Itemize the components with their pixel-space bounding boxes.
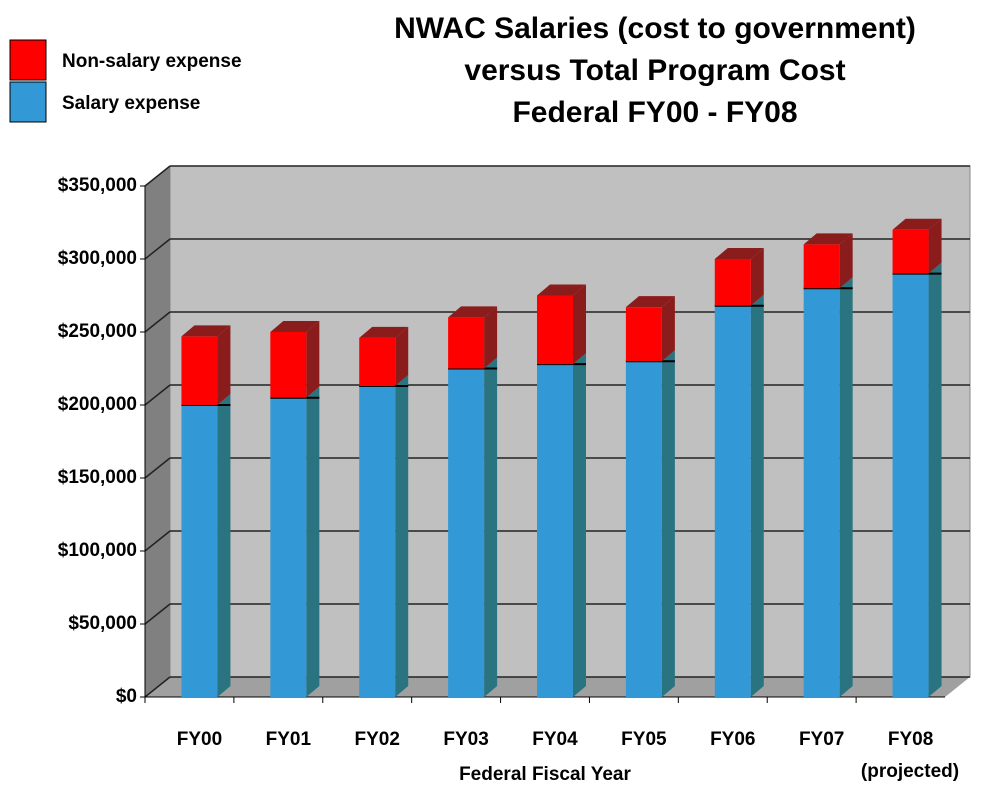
x-tick-label: FY02 [355, 729, 400, 750]
bar [270, 332, 307, 398]
bar [537, 364, 573, 697]
y-tick-label: $200,000 [58, 394, 137, 415]
bar-top [714, 248, 764, 259]
bar-top [803, 233, 853, 245]
bar-side [928, 262, 942, 697]
chart-title: versus Total Program Cost [464, 54, 845, 87]
bar-top [359, 326, 409, 338]
bar [892, 229, 929, 274]
x-tick-label: FY05 [621, 729, 667, 750]
y-tick-label: $50,000 [68, 613, 137, 634]
bar-side [395, 375, 409, 697]
bar-side [306, 386, 320, 697]
bar-side [217, 394, 231, 697]
bar-side [750, 248, 764, 306]
bar-side [217, 325, 231, 405]
grid-line-side [144, 457, 171, 479]
bar-side [573, 284, 586, 365]
grid-line-side [144, 384, 171, 406]
x-axis-label: Federal Fiscal Year [459, 764, 631, 785]
legend-label: Non-salary expense [62, 51, 242, 72]
bar [448, 317, 485, 369]
bar-side [750, 294, 764, 697]
legend-label: Salary expense [62, 93, 200, 114]
bar [892, 273, 929, 697]
grid-line-side [144, 676, 171, 698]
bar-side [839, 233, 853, 289]
bar-side [661, 350, 675, 697]
x-tick-label: FY07 [799, 729, 844, 750]
x-tick-label: FY03 [443, 729, 488, 750]
y-tick-label: $300,000 [58, 248, 137, 269]
bar-side [306, 321, 320, 398]
legend-swatch [9, 39, 47, 81]
bar [537, 295, 573, 365]
annotation: (projected) [861, 761, 959, 782]
y-tick-label: $150,000 [58, 467, 137, 488]
bar-top [270, 321, 320, 332]
bar-side [484, 306, 498, 369]
y-tick-label: $0 [116, 686, 137, 707]
bar-top [625, 296, 675, 308]
x-tick-label: FY01 [266, 729, 312, 750]
grid-line-side [144, 165, 171, 187]
bar [181, 405, 218, 697]
bar [803, 288, 840, 697]
bar [625, 307, 662, 362]
grid-line-side [144, 238, 171, 260]
bar [714, 259, 751, 306]
bar [181, 336, 218, 405]
grid-line-side [144, 603, 171, 625]
x-tick-label: FY08 [888, 729, 933, 750]
bar-side [928, 218, 942, 274]
x-tick-label: FY04 [532, 729, 578, 750]
bar-top [181, 325, 231, 337]
bar-side [839, 277, 853, 697]
bar-top [448, 306, 498, 318]
bar-side [395, 326, 409, 387]
bar [359, 337, 396, 387]
chart-title: NWAC Salaries (cost to government) [394, 12, 916, 45]
bar-side [484, 357, 498, 697]
bar-top [892, 218, 942, 230]
x-tick-label: FY06 [710, 729, 755, 750]
legend-swatch [9, 81, 47, 123]
x-tick-label: FY00 [177, 729, 222, 750]
chart-title: Federal FY00 - FY08 [512, 96, 797, 129]
bar-side [573, 353, 586, 697]
grid-line-side [144, 530, 171, 552]
y-tick-label: $250,000 [58, 321, 137, 342]
bar [270, 397, 307, 697]
bar-top [537, 284, 586, 296]
bar [803, 244, 840, 289]
y-tick-label: $100,000 [58, 540, 137, 561]
side-wall [145, 166, 170, 697]
y-tick-label: $350,000 [58, 175, 137, 196]
bar [714, 305, 751, 697]
bar [448, 368, 485, 697]
bar [359, 386, 396, 697]
grid-line-side [144, 311, 171, 333]
bar [625, 361, 662, 697]
bar-side [661, 296, 675, 362]
